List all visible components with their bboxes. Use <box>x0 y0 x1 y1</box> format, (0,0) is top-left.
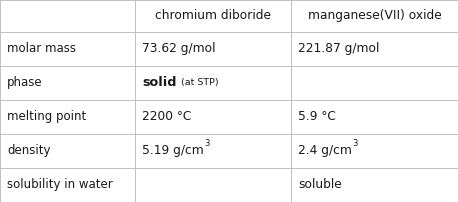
Text: manganese(VII) oxide: manganese(VII) oxide <box>307 9 442 22</box>
Text: 5.19 g/cm: 5.19 g/cm <box>142 144 204 157</box>
Text: phase: phase <box>7 76 43 89</box>
Text: 3: 3 <box>352 139 357 148</box>
Text: melting point: melting point <box>7 110 87 123</box>
Text: 3: 3 <box>204 139 210 148</box>
Text: chromium diboride: chromium diboride <box>155 9 271 22</box>
Text: soluble: soluble <box>298 178 342 191</box>
Text: molar mass: molar mass <box>7 42 76 55</box>
Text: 5.9 °C: 5.9 °C <box>298 110 336 123</box>
Text: (at STP): (at STP) <box>180 78 218 87</box>
Text: 73.62 g/mol: 73.62 g/mol <box>142 42 216 55</box>
Text: 2200 °C: 2200 °C <box>142 110 192 123</box>
Text: solid: solid <box>142 76 177 89</box>
Text: 221.87 g/mol: 221.87 g/mol <box>298 42 380 55</box>
Text: solubility in water: solubility in water <box>7 178 113 191</box>
Text: 2.4 g/cm: 2.4 g/cm <box>298 144 352 157</box>
Text: density: density <box>7 144 51 157</box>
